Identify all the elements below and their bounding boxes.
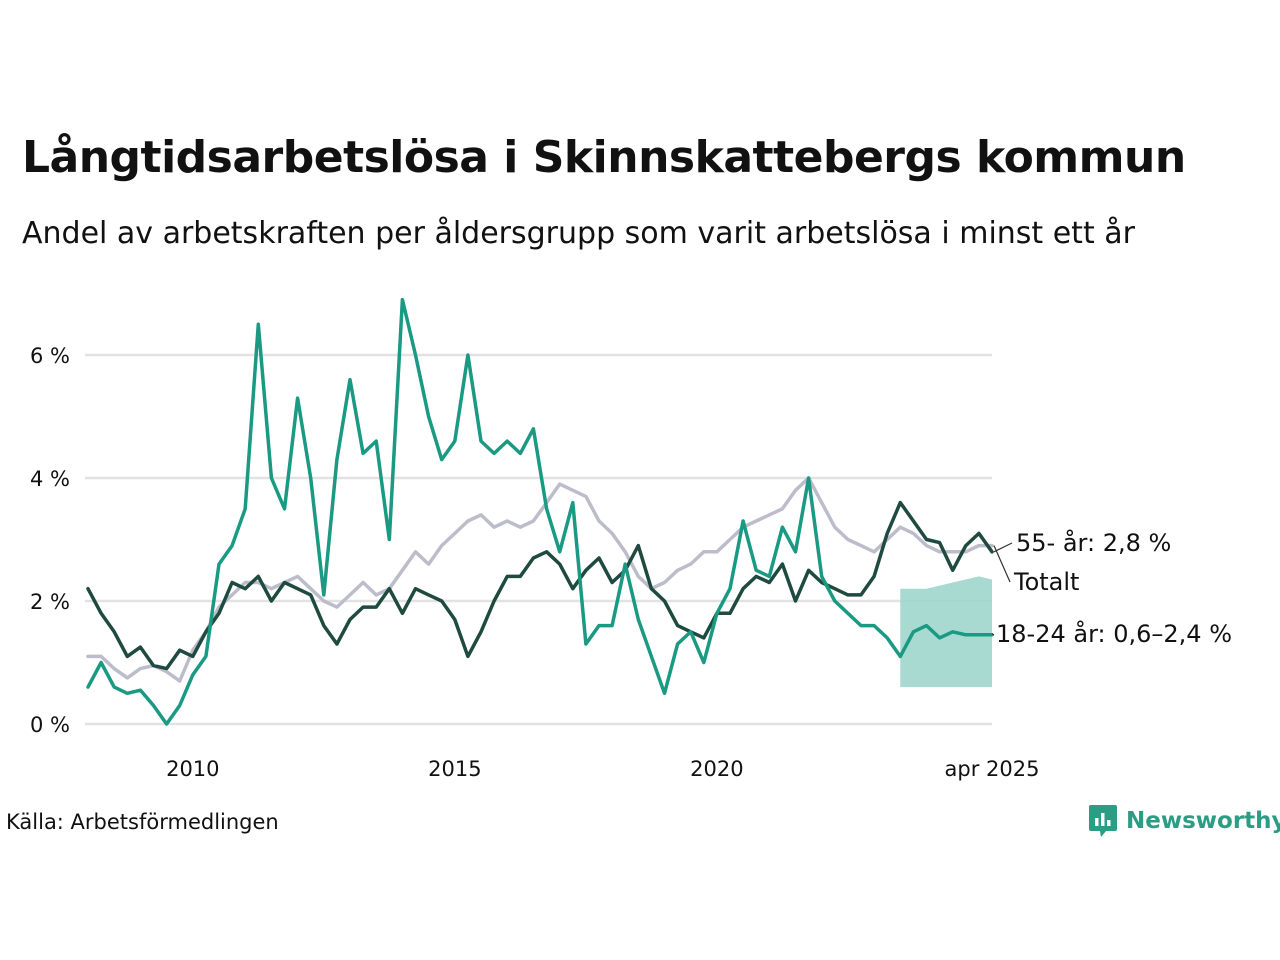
series-line-age1824 (86, 297, 994, 726)
axis-ticks: 0 % 2 % 4 % 6 % 2010 2015 2020 apr 2025 (30, 344, 1039, 781)
chart-title: Långtidsarbetslösa i Skinnskattebergs ko… (22, 132, 1186, 183)
uncertainty-band (900, 576, 992, 688)
end-label-connector-total (993, 545, 1011, 583)
end-label-connector-age1824 (991, 633, 995, 636)
chart-subtitle: Andel av arbetskraften per åldersgrupp s… (22, 216, 1135, 251)
end-label-connector-age55 (993, 542, 1013, 553)
end-label-total: Totalt (1013, 568, 1079, 596)
y-tick-label: 6 % (30, 344, 70, 368)
uncertainty-band-layer (900, 576, 992, 688)
series-line-total (86, 476, 994, 683)
x-tick-label: apr 2025 (945, 757, 1040, 781)
end-label-age55: 55- år: 2,8 % (1016, 528, 1171, 557)
newsworthy-logo-icon (1089, 805, 1117, 837)
source-note: Källa: Arbetsförmedlingen (6, 810, 279, 834)
series-lines (86, 297, 994, 726)
end-labels: Totalt 55- år: 2,8 % 18-24 år: 0,6–2,4 % (991, 528, 1232, 648)
line-chart: 0 % 2 % 4 % 6 % 2010 2015 2020 apr 2025 Totalt 5… (30, 297, 1232, 781)
grid-lines (85, 353, 992, 726)
x-tick-label: 2020 (690, 757, 743, 781)
y-tick-label: 2 % (30, 590, 70, 614)
newsworthy-logo: Newsworthy (1088, 803, 1280, 839)
end-label-age1824: 18-24 år: 0,6–2,4 % (996, 619, 1232, 648)
newsworthy-logo-text: Newsworthy (1126, 808, 1280, 834)
y-tick-label: 4 % (30, 467, 70, 491)
x-tick-label: 2015 (428, 757, 481, 781)
series-line-age55 (86, 500, 994, 671)
x-tick-label: 2010 (166, 757, 219, 781)
y-tick-label: 0 % (30, 713, 70, 737)
